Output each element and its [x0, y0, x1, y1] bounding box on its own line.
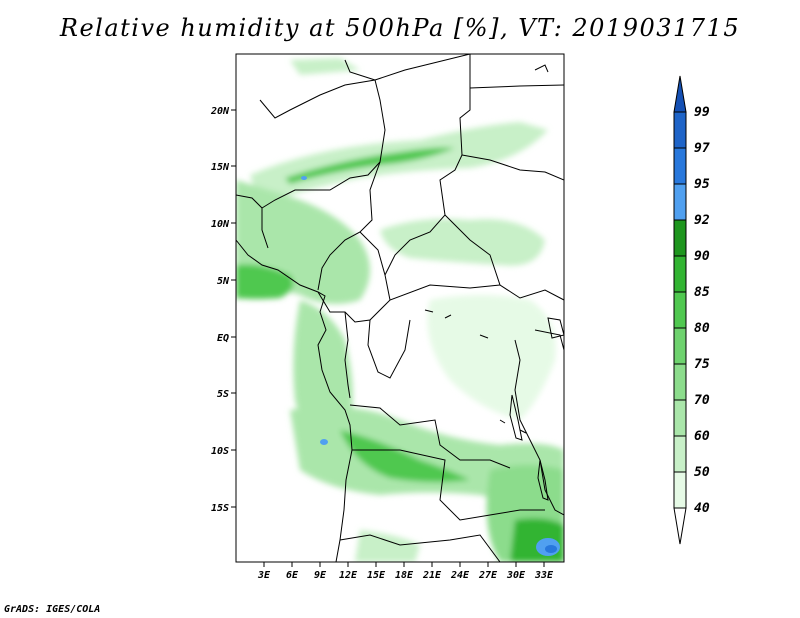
lake-victoria — [547, 317, 564, 339]
border-line-13 — [349, 404, 511, 469]
inland-water-marks — [424, 64, 549, 434]
saturated-patch-sahel — [301, 176, 307, 180]
grads-credit: GrADS: IGES/COLA — [4, 604, 101, 615]
humid-region-west-core — [236, 264, 294, 299]
lat-label-5n: 5N — [217, 276, 230, 287]
border-line-8 — [461, 154, 564, 181]
colorbar-label-80: 80 — [694, 321, 710, 336]
lon-label-6e: 6E — [286, 570, 299, 581]
lon-label-12e: 12E — [339, 570, 358, 581]
humid-region-north-core — [285, 147, 455, 184]
lon-label-24e: 24E — [450, 570, 470, 581]
lon-label-3e: 3E — [257, 570, 271, 581]
lon-label-27e: 27E — [478, 570, 498, 581]
border-line-6 — [317, 161, 381, 291]
border-line-2 — [261, 79, 386, 209]
colorbar-label-75: 75 — [694, 357, 710, 372]
coastline-west-africa — [236, 239, 353, 562]
lat-ticks — [231, 109, 236, 508]
colorbar-box-1 — [673, 471, 687, 509]
humid-region-north-top — [290, 58, 360, 75]
lat-label-15n: 15N — [211, 162, 230, 173]
colorbar-box-5 — [673, 327, 687, 365]
colorbar-labels: 40 50 60 70 75 80 85 90 92 95 97 99 — [694, 105, 710, 516]
colorbar-label-60: 60 — [694, 429, 710, 444]
colorbar-box-3 — [673, 399, 687, 437]
lat-label-15s: 15S — [211, 503, 229, 514]
colorbar-triangle-high — [673, 75, 687, 113]
border-line-14 — [352, 449, 545, 521]
border-line-15 — [339, 534, 501, 562]
lat-label-10s: 10S — [211, 446, 229, 457]
colorbar-label-95: 95 — [694, 177, 710, 192]
humid-region-southeast-core — [510, 518, 564, 562]
border-line-16 — [514, 339, 564, 516]
colorbar-label-40: 40 — [694, 501, 710, 516]
lat-label-20n: 20N — [210, 106, 230, 117]
colorbar-box-2 — [673, 435, 687, 473]
country-borders — [236, 54, 564, 562]
border-line-7 — [359, 231, 386, 276]
lon-label-9e: 9E — [314, 570, 327, 581]
colorbar — [673, 75, 687, 545]
lake-tanganyika — [509, 394, 523, 441]
colorbar-label-70: 70 — [694, 393, 710, 408]
lon-ticks — [263, 562, 545, 567]
colorbar-label-92: 92 — [694, 213, 710, 228]
lon-label-33e: 33E — [534, 570, 554, 581]
saturated-patch-angola — [320, 439, 328, 445]
colorbar-box-10 — [673, 147, 687, 185]
border-line-3 — [259, 54, 471, 119]
humidity-field — [236, 58, 564, 562]
lake-malawi — [537, 459, 549, 501]
lat-label-eq: EQ — [217, 333, 229, 344]
lat-label-5s: 5S — [217, 389, 229, 400]
border-line-17 — [534, 329, 564, 351]
colorbar-triangle-low — [673, 507, 687, 545]
map-frame — [235, 53, 565, 563]
colorbar-box-9 — [673, 183, 687, 221]
colorbar-label-99: 99 — [694, 105, 710, 120]
colorbar-box-11 — [673, 111, 687, 149]
colorbar-box-8 — [673, 219, 687, 257]
colorbar-label-85: 85 — [694, 285, 710, 300]
colorbar-label-97: 97 — [694, 141, 710, 156]
border-line-4 — [344, 59, 376, 81]
humid-region-south-core — [340, 430, 470, 483]
colorbar-box-4 — [673, 363, 687, 401]
lon-label-15e: 15E — [367, 570, 386, 581]
humid-region-north-band — [250, 122, 548, 205]
colorbar-box-7 — [673, 255, 687, 293]
border-line-12 — [367, 319, 411, 379]
lon-label-21e: 21E — [422, 570, 442, 581]
humid-region-congo-east — [427, 295, 556, 420]
lon-label-18e: 18E — [395, 570, 414, 581]
border-line-5 — [384, 54, 471, 301]
border-line-18 — [469, 84, 564, 89]
border-line-11 — [344, 311, 351, 399]
lat-label-10n: 10N — [211, 219, 230, 230]
colorbar-box-6 — [673, 291, 687, 329]
saturated-patch-mozambique-core — [545, 545, 557, 553]
humid-region-center — [380, 218, 545, 266]
humid-region-south-lower — [355, 530, 420, 562]
chart-title: Relative humidity at 500hPa [%], VT: 201… — [59, 14, 741, 42]
colorbar-label-50: 50 — [694, 465, 710, 480]
lon-label-30e: 30E — [506, 570, 526, 581]
colorbar-label-90: 90 — [694, 249, 710, 264]
